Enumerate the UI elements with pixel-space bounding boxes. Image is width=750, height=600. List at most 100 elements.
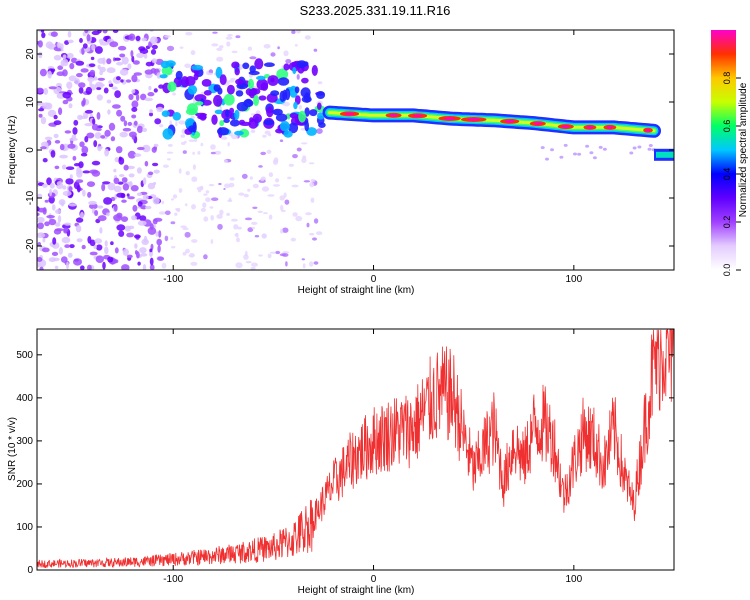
- noise-speckle: [184, 203, 188, 207]
- noise-speckle: [42, 183, 48, 188]
- energy-cluster: [187, 103, 198, 114]
- energy-cluster: [279, 120, 290, 132]
- noise-speckle: [238, 192, 245, 196]
- energy-cluster: [234, 109, 240, 120]
- noise-speckle: [78, 82, 86, 88]
- noise-speckle: [152, 196, 160, 205]
- noise-speckle: [296, 30, 301, 34]
- energy-cluster: [272, 108, 283, 116]
- y-tick-label: 100: [16, 522, 33, 533]
- noise-speckle: [48, 196, 55, 204]
- noise-speckle: [106, 212, 110, 217]
- noise-speckle: [182, 227, 189, 231]
- noise-speckle: [171, 246, 176, 249]
- noise-speckle: [64, 222, 72, 226]
- noise-speckle: [113, 185, 122, 193]
- energy-cluster: [248, 70, 260, 76]
- noise-speckle: [37, 262, 41, 268]
- noise-speckle: [130, 185, 139, 192]
- noise-speckle: [141, 238, 149, 246]
- noise-speckle: [304, 35, 311, 40]
- ridge-peak-core: [504, 120, 515, 123]
- noise-speckle: [228, 79, 235, 83]
- noise-speckle: [563, 143, 568, 147]
- noise-speckle: [155, 231, 159, 237]
- noise-speckle: [298, 104, 302, 110]
- noise-speckle: [80, 152, 88, 157]
- noise-speckle: [648, 144, 653, 147]
- noise-speckle: [96, 112, 101, 120]
- noise-speckle: [250, 129, 256, 133]
- noise-speckle: [95, 255, 105, 263]
- noise-speckle: [282, 101, 290, 107]
- noise-speckle: [93, 140, 98, 148]
- energy-cluster: [214, 109, 223, 115]
- energy-cluster: [211, 114, 218, 125]
- noise-speckle: [218, 182, 222, 186]
- noise-speckle: [202, 202, 207, 208]
- noise-speckle: [42, 158, 48, 163]
- noise-speckle: [53, 54, 62, 61]
- noise-speckle: [62, 91, 72, 99]
- noise-speckle: [122, 183, 130, 191]
- noise-speckle: [40, 146, 47, 150]
- noise-speckle: [205, 190, 210, 194]
- noise-speckle: [102, 30, 108, 34]
- noise-speckle: [235, 35, 241, 39]
- noise-speckle: [291, 30, 296, 34]
- noise-speckle: [231, 134, 238, 140]
- x-tick-label: 100: [565, 574, 582, 585]
- noise-speckle: [241, 173, 248, 179]
- noise-speckle: [305, 212, 312, 216]
- noise-speckle: [107, 256, 114, 263]
- noise-speckle: [41, 247, 50, 253]
- noise-speckle: [47, 109, 57, 117]
- noise-speckle: [214, 150, 222, 155]
- x-tick-label: -100: [163, 274, 183, 285]
- noise-speckle: [313, 261, 319, 265]
- noise-speckle: [228, 182, 235, 188]
- noise-speckle: [117, 181, 124, 185]
- noise-speckle: [128, 181, 133, 187]
- noise-speckle: [153, 88, 158, 93]
- noise-speckle: [263, 212, 268, 215]
- noise-speckle: [40, 116, 47, 125]
- noise-speckle: [309, 181, 315, 188]
- noise-speckle: [258, 179, 266, 183]
- noise-speckle: [292, 154, 298, 159]
- noise-speckle: [247, 227, 254, 233]
- noise-speckle: [185, 248, 190, 254]
- colorbar-tick-label: 0.2: [722, 216, 732, 229]
- noise-speckle: [206, 72, 213, 76]
- noise-speckle: [62, 185, 67, 190]
- noise-speckle: [219, 209, 224, 216]
- noise-speckle: [119, 53, 126, 58]
- noise-speckle: [288, 163, 294, 167]
- noise-speckle: [86, 132, 95, 139]
- noise-speckle: [303, 180, 311, 183]
- noise-speckle: [131, 215, 137, 221]
- noise-speckle: [252, 183, 259, 189]
- noise-speckle: [268, 133, 272, 137]
- noise-speckle: [108, 122, 116, 131]
- noise-speckle: [279, 139, 284, 142]
- noise-speckle: [37, 232, 46, 239]
- noise-speckle: [258, 254, 263, 257]
- noise-speckle: [140, 93, 147, 101]
- noise-speckle: [151, 44, 158, 50]
- noise-speckle: [136, 192, 143, 197]
- noise-speckle: [89, 69, 96, 77]
- noise-speckle: [550, 148, 554, 152]
- noise-speckle: [149, 257, 154, 266]
- noise-speckle: [200, 207, 206, 212]
- ridge-peak-core: [389, 114, 398, 117]
- energy-cluster: [288, 122, 299, 134]
- noise-speckle: [136, 52, 145, 59]
- noise-speckle: [153, 217, 163, 222]
- noise-speckle: [136, 146, 145, 151]
- colorbar-gradient: [711, 30, 736, 270]
- noise-speckle: [306, 222, 310, 228]
- noise-speckle: [225, 36, 233, 40]
- energy-cluster: [161, 110, 170, 117]
- noise-speckle: [203, 193, 208, 196]
